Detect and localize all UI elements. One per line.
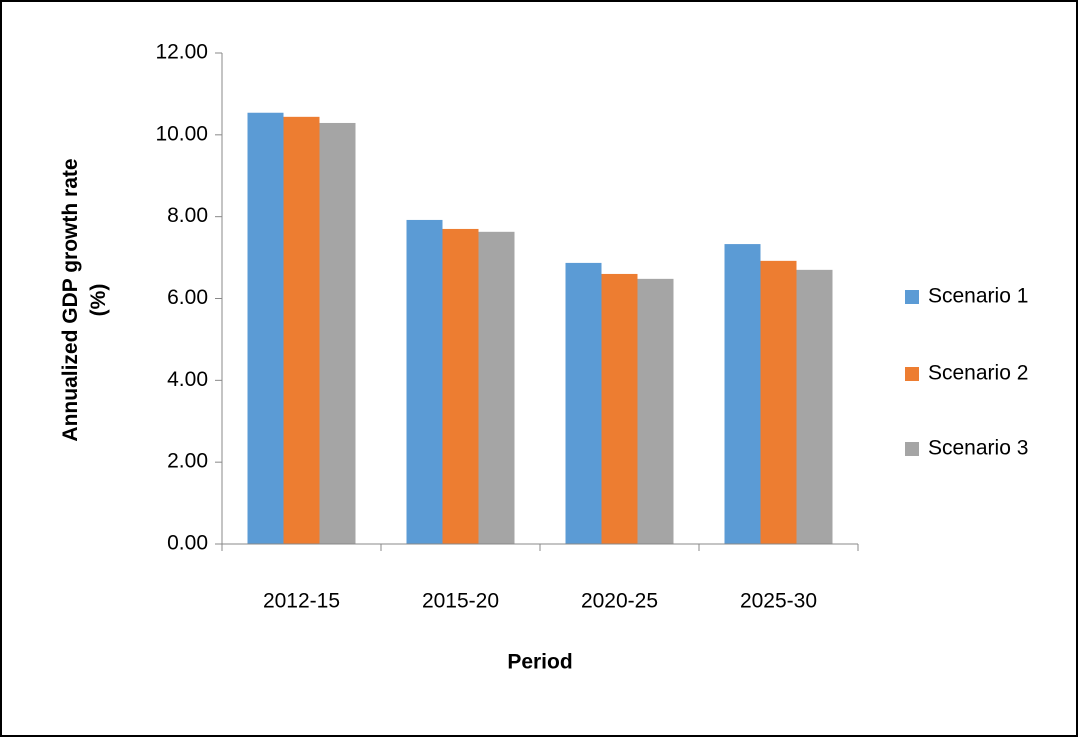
y-tick-label: 4.00 — [167, 368, 208, 391]
x-tick-label: 2025-30 — [740, 590, 817, 613]
y-tick-label: 12.00 — [155, 41, 208, 64]
bar — [319, 122, 356, 544]
legend-swatch — [905, 290, 919, 304]
bar — [601, 273, 638, 544]
y-axis-title: Annualized GDP growth rate (%) — [59, 158, 110, 441]
bar — [442, 228, 479, 545]
legend-label: Scenario 3 — [928, 437, 1028, 460]
y-tick-label: 10.00 — [155, 122, 208, 145]
x-tick-label: 2012-15 — [263, 590, 340, 613]
y-tick-label: 8.00 — [167, 204, 208, 227]
bar — [565, 262, 602, 544]
x-axis-title: Period — [507, 651, 572, 674]
legend-label: Scenario 2 — [928, 362, 1028, 385]
bar — [406, 219, 443, 544]
y-tick-label: 2.00 — [167, 450, 208, 473]
x-tick-label: 2020-25 — [581, 590, 658, 613]
legend-swatch — [905, 442, 919, 456]
bar — [760, 260, 797, 544]
bar — [283, 116, 320, 544]
bar — [724, 244, 761, 545]
bar — [796, 269, 833, 544]
bar — [478, 231, 515, 544]
legend-label: Scenario 1 — [928, 285, 1028, 308]
bar — [247, 112, 284, 544]
y-tick-label: 0.00 — [167, 532, 208, 555]
bar — [637, 278, 674, 544]
y-tick-label: 6.00 — [167, 286, 208, 309]
x-tick-label: 2015-20 — [422, 590, 499, 613]
legend-swatch — [905, 367, 919, 381]
